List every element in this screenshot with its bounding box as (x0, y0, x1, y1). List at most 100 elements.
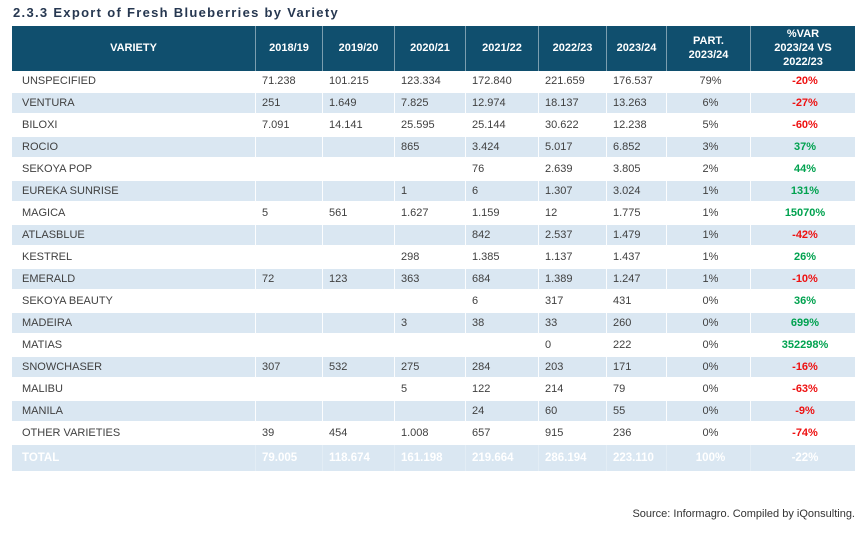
table-cell: 1% (666, 225, 750, 248)
table-cell (322, 247, 394, 270)
table-cell (465, 335, 538, 358)
table-cell: 1.137 (538, 247, 606, 270)
table-cell: 2% (666, 159, 750, 182)
total-cell: -22% (750, 445, 855, 472)
table-cell: -10% (750, 269, 855, 292)
table-cell: 3.805 (606, 159, 666, 182)
table-cell: 6.852 (606, 137, 666, 160)
table-cell: 172.840 (465, 71, 538, 94)
table-cell: -42% (750, 225, 855, 248)
table-cell: 1.307 (538, 181, 606, 204)
table-cell: SEKOYA POP (12, 159, 255, 182)
table-cell: 171 (606, 357, 666, 380)
table-cell: 123 (322, 269, 394, 292)
column-header: 2023/24 (606, 26, 666, 72)
table-cell: 352298% (750, 335, 855, 358)
column-header: 2018/19 (255, 26, 322, 72)
table-cell: 13.263 (606, 93, 666, 116)
total-row: TOTAL 79.005 118.674 161.198 219.664 286.194 2… (12, 445, 855, 472)
table-cell: 1.775 (606, 203, 666, 226)
table-cell: 79% (666, 71, 750, 94)
table-cell: 1.159 (465, 203, 538, 226)
table-row: MAGICA 5 561 1.627 1.159 12 1.775 1% 15070% (12, 203, 855, 226)
table-cell (394, 225, 465, 248)
table-cell (394, 335, 465, 358)
table-row: SNOWCHASER 307 532 275 284 203 171 0% -16% (12, 357, 855, 380)
table-cell: -20% (750, 71, 855, 94)
table-cell: 6 (465, 291, 538, 314)
table-cell: 5 (394, 379, 465, 402)
table-cell: UNSPECIFIED (12, 71, 255, 94)
table-cell: 26% (750, 247, 855, 270)
table-row: MALIBU 5 122 214 79 0% -63% (12, 379, 855, 402)
table-cell (255, 137, 322, 160)
table-cell: 5% (666, 115, 750, 138)
table-row: SEKOYA POP 76 2.639 3.805 2% 44% (12, 159, 855, 182)
table-cell: 214 (538, 379, 606, 402)
total-cell: 223.110 (606, 445, 666, 472)
table-cell: 131% (750, 181, 855, 204)
table-cell: 699% (750, 313, 855, 336)
table-cell: 1.385 (465, 247, 538, 270)
table-cell: 12.238 (606, 115, 666, 138)
table-cell (322, 159, 394, 182)
page-title: 2.3.3 Export of Fresh Blueberries by Var… (13, 5, 339, 20)
table-cell: 915 (538, 423, 606, 446)
table-cell: SEKOYA BEAUTY (12, 291, 255, 314)
table-cell: 7.091 (255, 115, 322, 138)
table-cell: 101.215 (322, 71, 394, 94)
table-cell: 1.247 (606, 269, 666, 292)
table-cell: MAGICA (12, 203, 255, 226)
total-cell: 161.198 (394, 445, 465, 472)
total-cell: 118.674 (322, 445, 394, 472)
table-cell: OTHER VARIETIES (12, 423, 255, 446)
table-cell: 865 (394, 137, 465, 160)
table-row: ROCIO 865 3.424 5.017 6.852 3% 37% (12, 137, 855, 160)
table-cell: 1% (666, 269, 750, 292)
table-cell: -16% (750, 357, 855, 380)
table-cell: 1% (666, 247, 750, 270)
table-cell: 684 (465, 269, 538, 292)
table-cell: 6% (666, 93, 750, 116)
table-cell: 5 (255, 203, 322, 226)
column-header: %VAR 2023/24 VS 2022/23 (750, 26, 855, 72)
table-cell: 222 (606, 335, 666, 358)
table-cell: 39 (255, 423, 322, 446)
table-cell: 221.659 (538, 71, 606, 94)
table-cell: 3.024 (606, 181, 666, 204)
table-cell (255, 335, 322, 358)
column-header: PART. 2023/24 (666, 26, 750, 72)
table-row: VENTURA 251 1.649 7.825 12.974 18.137 13.263 6%… (12, 93, 855, 116)
table-cell: 3.424 (465, 137, 538, 160)
table-cell: 0% (666, 423, 750, 446)
table-cell: 18.137 (538, 93, 606, 116)
table-cell: 122 (465, 379, 538, 402)
table-cell (255, 181, 322, 204)
table-cell: SNOWCHASER (12, 357, 255, 380)
table-cell: 55 (606, 401, 666, 424)
table-cell: -60% (750, 115, 855, 138)
table-cell: EUREKA SUNRISE (12, 181, 255, 204)
table-cell: 284 (465, 357, 538, 380)
table-row: MADEIRA 3 38 33 260 0% 699% (12, 313, 855, 336)
table-row: MANILA 24 60 55 0% -9% (12, 401, 855, 424)
table-cell: 79 (606, 379, 666, 402)
table-cell: 0% (666, 335, 750, 358)
table-cell: 0% (666, 291, 750, 314)
table-row: BILOXI 7.091 14.141 25.595 25.144 30.622 12.23… (12, 115, 855, 138)
table-cell: 0% (666, 401, 750, 424)
total-cell: 219.664 (465, 445, 538, 472)
table-cell (322, 335, 394, 358)
table-cell: ROCIO (12, 137, 255, 160)
total-cell: TOTAL (12, 445, 255, 472)
table-row: EUREKA SUNRISE 1 6 1.307 3.024 1% 131% (12, 181, 855, 204)
table-cell: 38 (465, 313, 538, 336)
table-body: UNSPECIFIED 71.238 101.215 123.334 172.840 22… (12, 71, 855, 472)
table-cell: 76 (465, 159, 538, 182)
table-cell: MALIBU (12, 379, 255, 402)
table-cell (322, 379, 394, 402)
table-cell: 25.144 (465, 115, 538, 138)
header-row: VARIETY 2018/19 2019/20 2020/21 2021/22 2022/… (12, 26, 855, 72)
table-cell: 431 (606, 291, 666, 314)
table-cell: 24 (465, 401, 538, 424)
